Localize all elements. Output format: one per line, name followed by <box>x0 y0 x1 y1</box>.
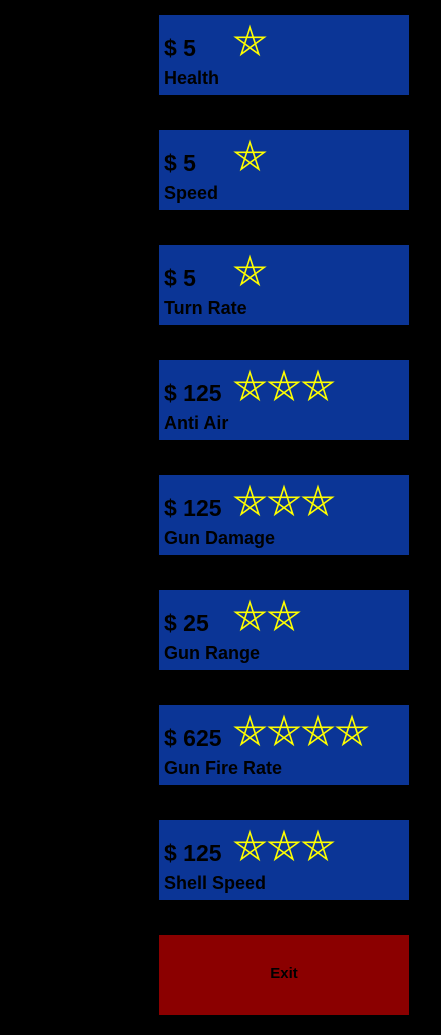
upgrade-price: $ 125 <box>164 495 222 521</box>
upgrade-shell-speed-button[interactable]: $ 125 Shell Speed <box>159 820 409 900</box>
upgrade-name: Health <box>164 68 220 88</box>
upgrade-star-rating <box>233 829 335 863</box>
exit-button[interactable]: Exit <box>159 935 409 1015</box>
upgrade-price: $ 125 <box>164 380 222 406</box>
exit-label: Exit <box>270 965 298 982</box>
star-outline-icon <box>267 484 301 517</box>
upgrade-star-rating <box>233 24 267 58</box>
star-outline-icon <box>335 714 369 747</box>
upgrade-star-rating <box>233 714 369 748</box>
star-outline-icon <box>233 24 267 57</box>
upgrade-star-rating <box>233 254 267 288</box>
upgrade-price: $ 125 <box>164 840 222 866</box>
star-outline-icon <box>301 369 335 402</box>
upgrade-name: Gun Damage <box>164 528 276 548</box>
upgrade-price: $ 5 <box>164 150 196 176</box>
star-outline-icon <box>233 254 267 287</box>
star-outline-icon <box>233 369 267 402</box>
star-outline-icon <box>301 484 335 517</box>
star-outline-icon <box>301 829 335 862</box>
star-outline-icon <box>301 714 335 747</box>
upgrade-price: $ 625 <box>164 725 222 751</box>
upgrade-name: Anti Air <box>164 413 229 433</box>
star-outline-icon <box>233 829 267 862</box>
upgrade-name: Gun Fire Rate <box>164 758 283 778</box>
upgrade-gun-range-button[interactable]: $ 25 Gun Range <box>159 590 409 670</box>
star-outline-icon <box>233 484 267 517</box>
star-outline-icon <box>233 139 267 172</box>
star-outline-icon <box>267 714 301 747</box>
star-outline-icon <box>267 369 301 402</box>
upgrade-turn-rate-button[interactable]: $ 5 Turn Rate <box>159 245 409 325</box>
upgrade-health-button[interactable]: $ 5 Health <box>159 15 409 95</box>
upgrade-star-rating <box>233 599 301 633</box>
star-outline-icon <box>267 829 301 862</box>
upgrade-gun-fire-rate-button[interactable]: $ 625 Gun Fire Rate <box>159 705 409 785</box>
star-outline-icon <box>233 714 267 747</box>
upgrade-star-rating <box>233 484 335 518</box>
upgrade-price: $ 5 <box>164 35 196 61</box>
star-outline-icon <box>233 599 267 632</box>
upgrade-star-rating <box>233 369 335 403</box>
upgrade-name: Gun Range <box>164 643 261 663</box>
upgrade-name: Turn Rate <box>164 298 247 318</box>
upgrade-price: $ 25 <box>164 610 209 636</box>
upgrade-price: $ 5 <box>164 265 196 291</box>
upgrade-name: Speed <box>164 183 219 203</box>
upgrade-gun-damage-button[interactable]: $ 125 Gun Damage <box>159 475 409 555</box>
upgrade-anti-air-button[interactable]: $ 125 Anti Air <box>159 360 409 440</box>
star-outline-icon <box>267 599 301 632</box>
upgrade-star-rating <box>233 139 267 173</box>
upgrade-speed-button[interactable]: $ 5 Speed <box>159 130 409 210</box>
upgrade-name: Shell Speed <box>164 873 267 893</box>
